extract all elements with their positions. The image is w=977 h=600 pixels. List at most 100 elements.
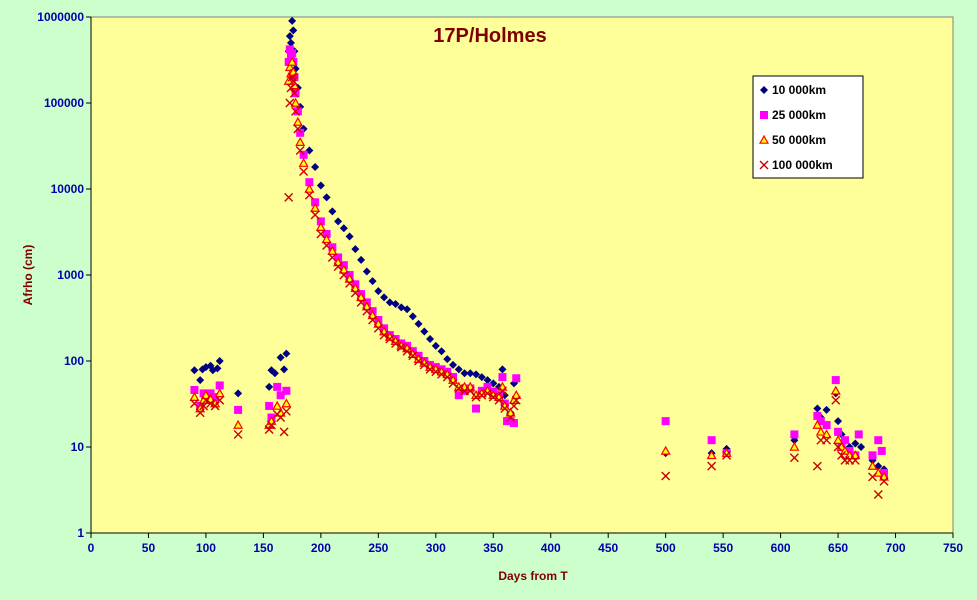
data-point	[291, 106, 301, 116]
data-point	[471, 392, 481, 402]
data-point	[840, 436, 849, 445]
data-point	[815, 426, 826, 436]
data-point	[660, 445, 671, 455]
data-point	[215, 395, 225, 405]
data-point	[328, 207, 337, 216]
data-point	[426, 335, 435, 344]
data-point	[298, 157, 309, 167]
data-point	[408, 312, 417, 321]
data-point	[379, 330, 389, 340]
data-point	[190, 386, 199, 395]
data-point	[213, 364, 222, 373]
data-point	[288, 49, 297, 58]
x-tick-label: 350	[483, 541, 503, 555]
data-point	[449, 360, 458, 369]
data-point	[214, 388, 225, 398]
data-point	[854, 430, 863, 439]
data-point	[284, 192, 294, 202]
data-point	[295, 136, 306, 147]
data-point	[437, 369, 447, 379]
data-point	[290, 97, 301, 107]
data-point	[281, 406, 291, 416]
data-point	[707, 436, 716, 445]
data-point	[816, 417, 825, 426]
data-point	[420, 327, 429, 336]
data-point	[285, 32, 294, 41]
x-tick-label: 750	[943, 541, 963, 555]
data-point	[338, 264, 349, 274]
data-point	[789, 441, 800, 451]
data-point	[265, 401, 274, 410]
data-point	[466, 369, 475, 378]
data-point	[477, 373, 486, 382]
data-point	[351, 245, 360, 254]
data-point	[812, 419, 823, 429]
data-point	[233, 419, 244, 429]
data-point	[276, 353, 285, 362]
data-point	[414, 319, 423, 328]
legend-marker	[759, 160, 769, 170]
x-tick-label: 0	[88, 541, 95, 555]
x-tick-label: 550	[713, 541, 733, 555]
data-point	[391, 300, 400, 309]
data-point	[286, 83, 296, 93]
data-point	[506, 413, 516, 423]
x-axis-title: Days from T	[498, 569, 568, 583]
data-point	[201, 395, 211, 405]
data-point	[813, 411, 822, 420]
data-point	[215, 381, 224, 390]
legend-label: 50 000km	[772, 133, 826, 147]
data-point	[419, 360, 429, 370]
x-tick-label: 150	[253, 541, 273, 555]
data-point	[472, 370, 481, 379]
data-point	[403, 305, 412, 314]
data-point	[333, 262, 343, 272]
legend-marker	[760, 111, 768, 119]
data-point	[837, 450, 847, 460]
data-point	[425, 364, 435, 374]
data-point	[280, 365, 289, 374]
data-point	[850, 455, 860, 465]
data-point	[498, 365, 507, 374]
legend-marker	[760, 86, 768, 94]
data-point	[293, 124, 303, 134]
data-point	[789, 453, 799, 463]
data-point	[311, 163, 320, 172]
data-point	[295, 146, 305, 156]
y-tick-label: 1	[77, 526, 84, 540]
data-point	[373, 323, 383, 333]
data-point	[834, 427, 843, 436]
legend-label: 25 000km	[772, 108, 826, 122]
data-point	[282, 349, 291, 358]
data-point	[266, 420, 276, 430]
data-point	[437, 347, 446, 356]
data-point	[385, 298, 394, 307]
data-point	[304, 183, 315, 193]
chart-title: 17P/Holmes	[433, 25, 546, 47]
legend-box	[752, 75, 864, 179]
data-point	[873, 467, 884, 477]
data-point	[339, 224, 348, 233]
data-point	[316, 229, 326, 239]
data-point	[310, 210, 320, 220]
data-point	[483, 388, 493, 398]
x-tick-label: 300	[426, 541, 446, 555]
data-point	[279, 427, 289, 437]
data-point	[289, 88, 299, 98]
data-point	[288, 16, 297, 25]
data-point	[350, 283, 361, 293]
data-point	[867, 460, 878, 470]
y-axis-ticks: 1 10 100 1000 10000 100000 1000000	[37, 10, 91, 540]
data-point	[661, 471, 671, 481]
x-axis-ticks: 0 50 100 150 200 250 300 350 400 450 500 550 600 650 7…	[88, 533, 963, 555]
data-point	[414, 356, 424, 366]
data-point	[210, 401, 220, 411]
data-point	[234, 405, 243, 414]
data-point	[512, 374, 521, 383]
data-point	[339, 270, 349, 280]
data-point	[293, 107, 302, 116]
data-point	[443, 355, 452, 364]
data-point	[822, 435, 832, 445]
data-point	[472, 404, 481, 413]
